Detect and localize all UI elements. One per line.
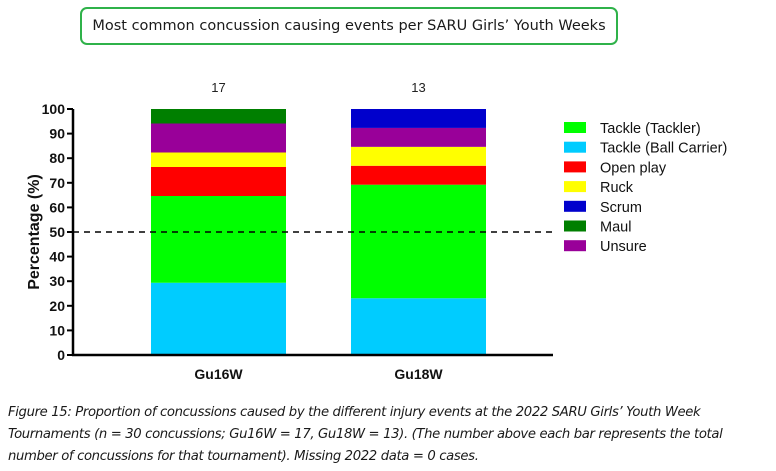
y-axis-label: Percentage (%) — [26, 174, 43, 290]
bar-segment-gu18w-tackle-ball-carrier — [351, 298, 486, 355]
axes-group: Gu16W Gu18W 0 10 20 30 40 50 60 70 80 90 100 — [42, 101, 553, 382]
legend-swatch — [564, 141, 586, 153]
y-tick-label: 60 — [49, 199, 65, 215]
y-tick-label: 10 — [49, 322, 65, 338]
chart-title: Most common concussion causing events pe… — [80, 7, 618, 45]
bar-segment-gu16w-maul — [151, 109, 286, 124]
bar-total-label: 17 — [211, 80, 225, 95]
y-tick-label: 30 — [49, 273, 65, 289]
legend-label: Tackle (Ball Carrier) — [600, 141, 727, 157]
y-tick-label: 50 — [49, 224, 65, 240]
x-tick-label: Gu18W — [394, 366, 443, 382]
bars-group: 17 13 — [151, 80, 486, 355]
legend-label: Ruck — [600, 180, 634, 196]
legend-label: Tackle (Tackler) — [600, 121, 701, 137]
bar-segment-gu18w-ruck — [351, 146, 486, 166]
legend-label: Maul — [600, 220, 631, 236]
bar-segment-gu16w-open-play — [151, 166, 286, 196]
bar-segment-gu18w-scrum — [351, 109, 486, 128]
y-tick-label: 90 — [49, 126, 65, 142]
legend-group: Tackle (Tackler) Tackle (Ball Carrier) Ope… — [564, 121, 727, 255]
legend-label: Open play — [600, 160, 667, 176]
bar-segment-gu18w-tackle-tackler — [351, 184, 486, 299]
bar-segment-gu16w-unsure — [151, 123, 286, 153]
y-tick-label: 100 — [42, 101, 66, 117]
y-tick-label: 70 — [49, 175, 65, 191]
x-tick-label: Gu16W — [194, 366, 243, 382]
y-tick-label: 40 — [49, 249, 65, 265]
bar-total-label: 13 — [411, 80, 425, 95]
y-tick-label: 0 — [57, 347, 65, 363]
bar-segment-gu16w-tackle-tackler — [151, 195, 286, 283]
legend-label: Scrum — [600, 200, 642, 216]
bar-segment-gu18w-unsure — [351, 127, 486, 147]
y-tick-label: 80 — [49, 150, 65, 166]
bar-segment-gu16w-tackle-ball-carrier — [151, 282, 286, 355]
legend-swatch — [564, 161, 586, 173]
bar-segment-gu18w-open-play — [351, 165, 486, 185]
legend-swatch — [564, 181, 586, 193]
y-tick-label: 20 — [49, 298, 65, 314]
legend-swatch — [564, 200, 586, 212]
legend-swatch — [564, 220, 586, 232]
legend-swatch — [564, 240, 586, 252]
bar-segment-gu16w-ruck — [151, 152, 286, 167]
legend-swatch — [564, 122, 586, 133]
legend-label: Unsure — [600, 239, 647, 255]
figure-caption: Figure 15: Proportion of concussions cau… — [8, 405, 723, 464]
